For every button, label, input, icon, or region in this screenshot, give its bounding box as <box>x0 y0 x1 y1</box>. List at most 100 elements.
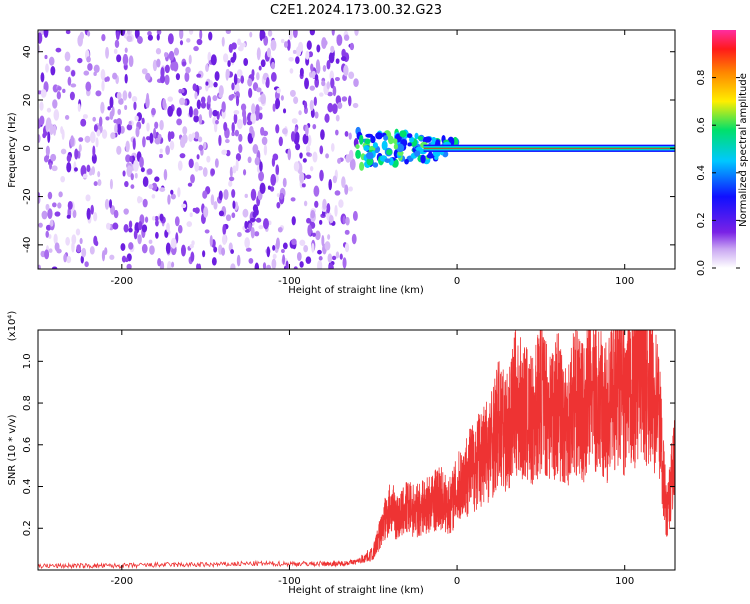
noise-cell <box>326 203 331 214</box>
noise-cell <box>293 161 300 172</box>
noise-cell <box>312 123 317 130</box>
noise-cell <box>181 244 186 257</box>
noise-cell <box>256 72 260 81</box>
noise-cell <box>292 118 297 123</box>
noise-cell <box>196 73 202 78</box>
noise-cell <box>328 178 332 191</box>
noise-cell <box>95 90 102 97</box>
colorbar <box>712 30 736 268</box>
noise-cell <box>119 125 125 134</box>
noise-cell <box>288 56 294 62</box>
noise-cell <box>272 153 279 161</box>
signal-blob <box>384 158 391 163</box>
noise-cell <box>118 98 124 105</box>
noise-cell <box>325 153 329 159</box>
noise-cell <box>261 136 268 146</box>
y-tick-label: -20 <box>22 188 33 204</box>
noise-cell <box>176 118 183 126</box>
spectrogram-ylabel: Frequency (Hz) <box>7 112 18 188</box>
signal-blob <box>381 140 388 151</box>
noise-cell <box>255 217 262 223</box>
noise-cell <box>326 81 330 90</box>
noise-cell <box>283 41 288 48</box>
noise-cell <box>245 247 252 252</box>
noise-cell <box>159 148 163 154</box>
noise-cell <box>225 214 232 222</box>
colorbar-label: Normalized spectral amplitude <box>738 73 749 227</box>
noise-cell <box>316 62 321 74</box>
noise-cell <box>141 117 145 125</box>
signal-blob <box>414 132 419 140</box>
noise-cell <box>117 123 122 136</box>
noise-cell <box>218 190 223 201</box>
noise-cell <box>93 64 100 73</box>
noise-cell <box>168 50 175 61</box>
noise-cell <box>298 110 302 116</box>
noise-cell <box>166 222 170 233</box>
colorbar-tick-label: 0.4 <box>696 165 707 181</box>
noise-cell <box>311 242 315 253</box>
noise-cell <box>79 237 83 245</box>
noise-cell <box>352 210 358 221</box>
noise-cell <box>231 131 235 137</box>
signal-blob <box>424 136 432 143</box>
noise-cell <box>349 158 356 171</box>
colorbar-ticks: 0.0 0.2 0.4 0.6 0.8 <box>696 70 740 276</box>
noise-cell <box>170 189 174 195</box>
noise-cell <box>156 30 162 35</box>
noise-cell <box>335 129 339 136</box>
noise-cell <box>56 91 61 100</box>
noise-cell <box>126 165 133 178</box>
noise-cell <box>93 235 98 246</box>
noise-cell <box>197 136 203 143</box>
noise-cell <box>105 46 110 59</box>
noise-cell <box>234 129 240 137</box>
noise-cell <box>348 132 352 140</box>
noise-cell <box>254 262 260 269</box>
noise-cell <box>335 58 340 64</box>
noise-cell <box>97 179 102 186</box>
signal-blob <box>363 145 370 152</box>
signal-blob <box>383 135 389 141</box>
noise-cell <box>203 141 207 150</box>
noise-cell <box>186 221 193 227</box>
noise-cell <box>351 233 357 245</box>
noise-cell <box>301 183 306 188</box>
noise-cell <box>260 126 265 136</box>
noise-cell <box>93 211 98 222</box>
noise-cell <box>218 93 223 98</box>
noise-cell <box>122 90 128 101</box>
x-tick-label: 0 <box>454 276 460 287</box>
noise-cell <box>104 198 110 210</box>
noise-cell <box>125 140 130 153</box>
noise-cell <box>276 193 281 198</box>
noise-cell <box>60 148 67 155</box>
noise-cell <box>199 30 203 40</box>
noise-cell <box>85 81 92 92</box>
snr-multiplier: (x10⁴) <box>7 311 18 342</box>
noise-cell <box>179 40 184 46</box>
noise-cell <box>54 211 61 217</box>
noise-cell <box>124 257 129 263</box>
noise-cell <box>270 173 277 186</box>
noise-cell <box>246 120 253 126</box>
noise-cell <box>200 101 206 109</box>
noise-cell <box>70 70 76 77</box>
noise-cell <box>114 39 120 48</box>
noise-cell <box>153 127 157 139</box>
colorbar-tick-label: 0.2 <box>696 212 707 228</box>
noise-cell <box>152 215 156 221</box>
noise-cell <box>186 38 191 43</box>
noise-cell <box>310 63 314 72</box>
noise-cell <box>282 177 287 188</box>
noise-cell <box>116 117 122 127</box>
noise-cell <box>84 135 91 143</box>
noise-cell <box>48 248 53 253</box>
noise-cell <box>193 115 200 123</box>
noise-cell <box>154 137 161 145</box>
noise-cell <box>230 263 236 269</box>
noise-cell <box>74 148 79 160</box>
noise-cell <box>167 194 171 205</box>
noise-cell <box>242 208 249 218</box>
noise-cell <box>188 106 193 118</box>
